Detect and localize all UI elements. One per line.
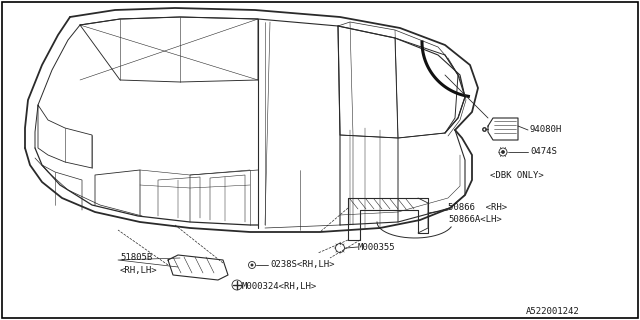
Text: <RH,LH>: <RH,LH> xyxy=(120,266,157,275)
Text: M000324<RH,LH>: M000324<RH,LH> xyxy=(242,283,317,292)
Text: <DBK ONLY>: <DBK ONLY> xyxy=(490,171,544,180)
Text: 50866A<LH>: 50866A<LH> xyxy=(448,214,502,223)
Text: M000355: M000355 xyxy=(358,243,396,252)
Text: 50866  <RH>: 50866 <RH> xyxy=(448,203,507,212)
Text: A522001242: A522001242 xyxy=(526,307,580,316)
Text: 0238S<RH,LH>: 0238S<RH,LH> xyxy=(270,260,335,269)
Circle shape xyxy=(502,150,504,154)
Text: 0474S: 0474S xyxy=(530,148,557,156)
Text: 51805B: 51805B xyxy=(120,253,152,262)
Circle shape xyxy=(251,264,253,266)
Text: 94080H: 94080H xyxy=(530,125,563,134)
